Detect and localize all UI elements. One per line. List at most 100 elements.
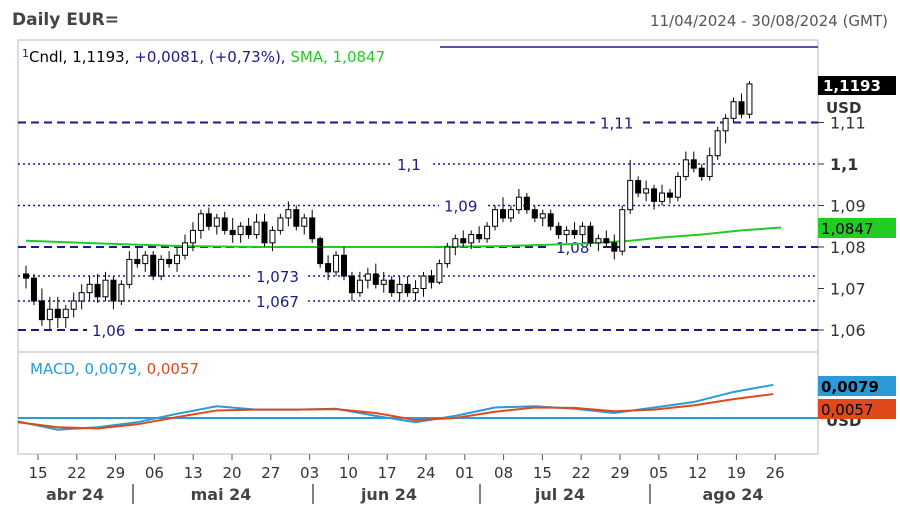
sma-layer (25, 226, 782, 248)
level-label-3: 1,08 (556, 239, 589, 257)
candle (659, 184, 665, 206)
candle (285, 201, 292, 227)
candle (531, 205, 538, 223)
candle-body (619, 209, 626, 252)
x-tick-label: 26 (766, 464, 785, 482)
level-label-5: 1,067 (256, 293, 299, 311)
date-range: 11/04/2024 - 30/08/2024 (GMT) (649, 12, 888, 30)
candle-body (356, 279, 363, 294)
candle (555, 222, 562, 239)
candle (277, 213, 284, 235)
candle (245, 217, 252, 239)
candle (293, 205, 300, 231)
candle (515, 188, 522, 214)
candle (78, 284, 85, 310)
candle (484, 222, 491, 243)
candle (682, 151, 689, 181)
level-label-4: 1,073 (256, 268, 299, 286)
candle-body (380, 279, 387, 285)
candle (611, 234, 618, 260)
level-label-0: 1,11 (600, 115, 633, 133)
candle (595, 234, 602, 252)
horizontal-levels: 1,11 1,1 1,09 1,08 1,073 1,067 1,06 (18, 113, 818, 340)
candle-body (229, 229, 236, 236)
x-tick-label: 29 (106, 464, 125, 482)
candle-body (62, 308, 69, 319)
candle (547, 209, 554, 231)
candle (730, 97, 737, 123)
candle-body (515, 196, 522, 211)
candle-body (738, 101, 745, 115)
month-label: ago 24 (702, 485, 763, 504)
candle (348, 271, 355, 301)
candle (30, 273, 37, 306)
candle-body (309, 217, 316, 240)
candle (94, 273, 101, 304)
candle (380, 271, 387, 293)
candle (460, 230, 467, 247)
candle-body (150, 254, 157, 277)
candle (253, 213, 260, 239)
signal-legend-value: 0,0057 (147, 360, 200, 378)
level-label-6: 1,06 (92, 322, 125, 340)
candle-body (126, 258, 133, 285)
candle (189, 222, 196, 252)
candle (436, 259, 443, 285)
x-tick-label: 08 (494, 464, 513, 482)
candle-body (348, 275, 355, 294)
candle-body (635, 180, 642, 194)
candle (627, 159, 634, 214)
candle (70, 292, 77, 318)
candle (150, 251, 157, 281)
currency-label: USD (826, 99, 861, 117)
candle (468, 230, 475, 250)
candle-body (197, 213, 204, 231)
candle (142, 251, 149, 272)
candle-body (317, 238, 324, 265)
y-tick-label: 1,08 (830, 238, 866, 257)
candle (38, 288, 45, 326)
candle-body (54, 308, 61, 319)
candle-body (492, 209, 499, 227)
candle-body (237, 225, 244, 236)
candle-body (563, 229, 570, 236)
x-tick-label: 15 (28, 464, 47, 482)
candle-body (500, 209, 506, 219)
level-label-bg-4 (251, 267, 308, 287)
month-label: mai 24 (191, 485, 252, 504)
candle-body (555, 225, 562, 236)
candle-body (523, 196, 530, 211)
candlesticks (23, 81, 753, 330)
candle-body (571, 229, 578, 236)
candle (579, 222, 586, 243)
candle (197, 209, 204, 239)
price-badge-bg (818, 76, 896, 95)
sma-badge: 1,0847 (821, 220, 874, 238)
candle-body (269, 229, 276, 244)
candle (420, 271, 427, 297)
candle (523, 193, 530, 214)
candle-body (666, 192, 673, 198)
legend-change: +0,0081, (134, 48, 204, 66)
legend-sma-value: 1,0847 (333, 48, 386, 66)
x-tick-label: 19 (727, 464, 746, 482)
y-tick-label: 1,07 (830, 280, 866, 299)
candle-body (412, 288, 419, 294)
signal-badge: 0,0057 (821, 401, 874, 419)
candle-body (261, 221, 268, 244)
legend-text: 1Cndl, 1,1193, +0,0081, (+0,73%), SMA, 1… (22, 47, 385, 66)
candle-body (23, 273, 29, 279)
x-tick-label: 03 (300, 464, 319, 482)
x-tick-label: 05 (649, 464, 668, 482)
candle (619, 205, 626, 256)
candle (738, 93, 745, 119)
candle (102, 271, 109, 301)
candle-body (166, 258, 173, 265)
candle-body (531, 209, 538, 219)
candle-body (78, 292, 85, 302)
candle-body (420, 275, 427, 289)
candle-body (714, 130, 721, 157)
candle (54, 296, 61, 328)
candle (412, 280, 419, 301)
